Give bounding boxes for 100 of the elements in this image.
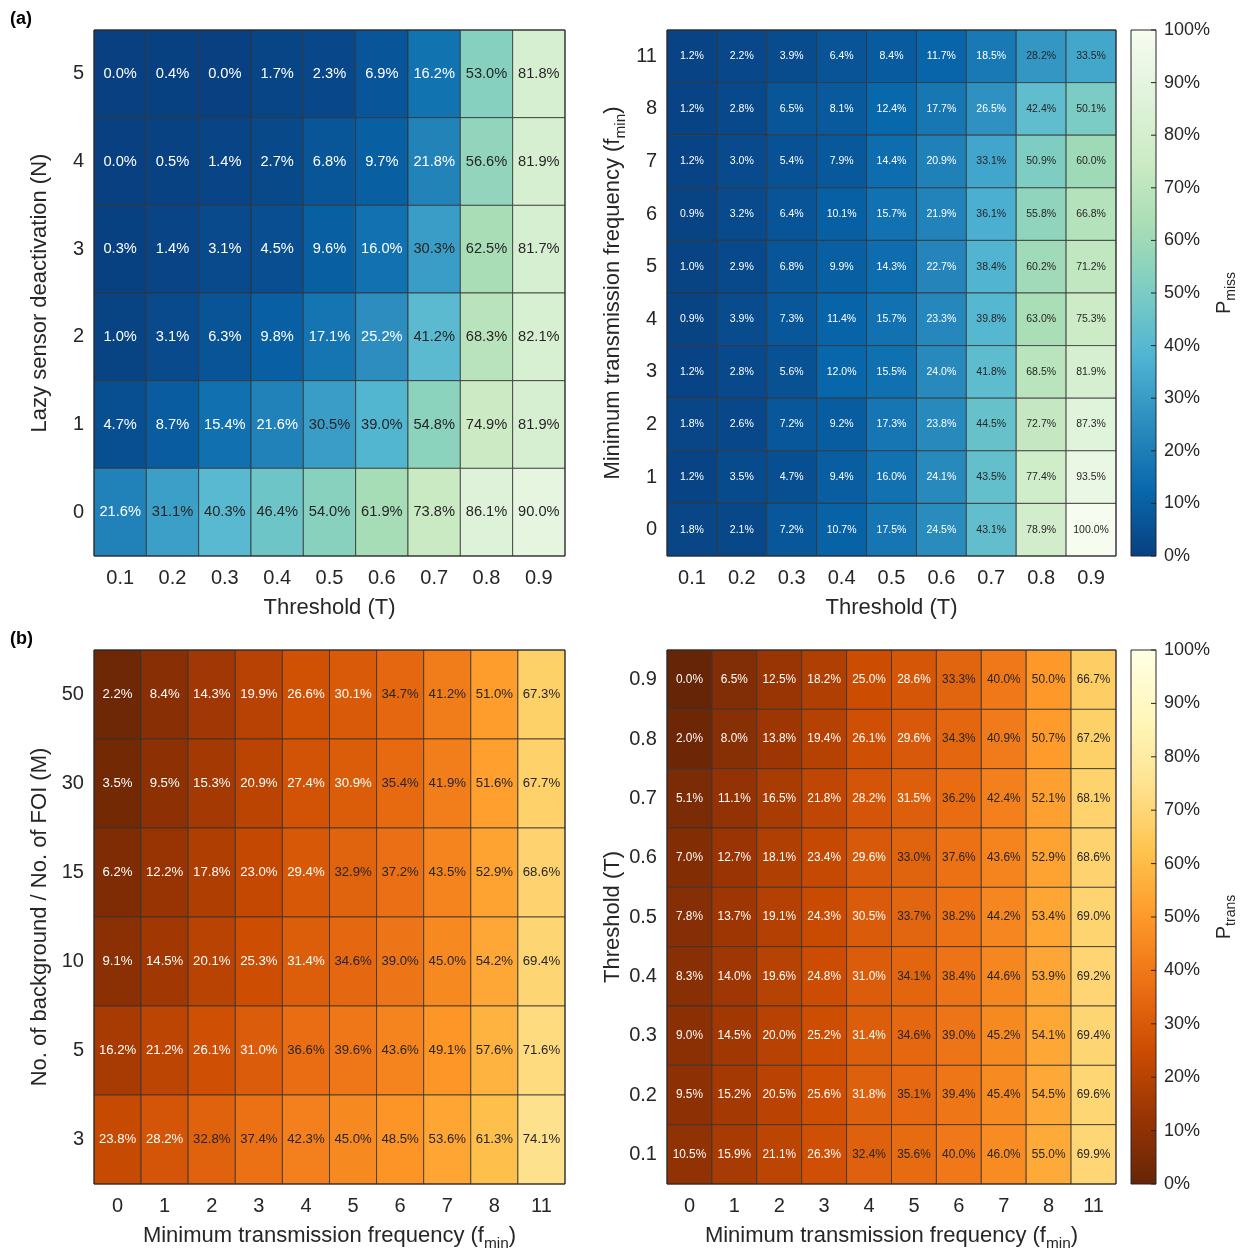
data-label: 5.6% [779, 364, 804, 377]
x-tick-label: 0.2 [158, 565, 187, 588]
x-tick-label: 0.1 [678, 565, 706, 588]
data-label: 33.5% [1076, 49, 1106, 62]
data-label: 69.2% [1076, 968, 1111, 983]
data-label: 36.1% [976, 207, 1007, 219]
data-label: 13.7% [717, 909, 752, 924]
data-label: 16.5% [762, 790, 797, 805]
data-label: 6.5% [779, 101, 804, 114]
data-label: 57.6% [475, 1042, 514, 1058]
x-tick-label: 0.4 [263, 565, 292, 588]
color-bar-label: 60% [1164, 229, 1201, 250]
x-axis-title: Threshold (T) [825, 594, 958, 620]
data-label: 41.8% [976, 364, 1007, 377]
data-label: 60.0% [1076, 154, 1106, 167]
color-bar-label: 70% [1164, 176, 1201, 197]
data-label: 50.7% [1031, 731, 1066, 746]
data-label: 0.9% [679, 312, 704, 325]
data-label: 12.2% [145, 864, 184, 880]
x-tick-label: 0.6 [927, 565, 956, 588]
data-label: 46.4% [256, 503, 298, 520]
data-label: 14.3% [193, 686, 231, 702]
data-label: 17.1% [308, 327, 351, 344]
data-label: 5.4% [779, 154, 804, 167]
data-label: 16.2% [98, 1042, 137, 1058]
data-label: 25.2% [361, 327, 403, 344]
y-tick-label: 5 [72, 1038, 84, 1061]
data-label: 39.0% [361, 415, 403, 432]
data-label: 19.4% [807, 731, 842, 746]
data-label: 15.3% [193, 775, 231, 791]
data-label: 7.2% [779, 417, 804, 430]
data-label: 38.2% [942, 909, 977, 924]
data-label: 74.1% [522, 1131, 561, 1147]
data-label: 2.3% [312, 64, 347, 81]
data-label: 7.8% [675, 909, 704, 924]
data-label: 39.0% [381, 953, 420, 969]
data-label: 8.0% [720, 731, 749, 746]
data-label: 81.9% [1076, 364, 1106, 377]
data-label: 21.9% [926, 207, 957, 219]
data-label: 7.3% [779, 312, 804, 325]
data-label: 1.2% [679, 470, 704, 482]
data-label: 8.4% [879, 49, 904, 62]
data-label: 3.5% [729, 470, 754, 482]
data-label: 53.9% [1031, 968, 1066, 983]
data-label: 19.6% [762, 968, 797, 983]
data-label: 0.3% [103, 240, 137, 257]
data-label: 40.0% [942, 1146, 977, 1161]
y-tick-label: 4 [645, 306, 657, 329]
data-label: 0.0% [103, 152, 137, 169]
x-tick-label: 0.2 [727, 565, 756, 588]
y-tick-label: 0 [645, 517, 657, 540]
data-label: 50.1% [1076, 101, 1106, 114]
data-label: 2.2% [102, 686, 133, 702]
x-tick-label: 4 [863, 1193, 875, 1216]
y-tick-label: 0 [72, 499, 84, 522]
data-label: 87.3% [1076, 417, 1106, 430]
data-label: 2.2% [729, 49, 754, 62]
data-label: 20.5% [762, 1087, 797, 1102]
data-label: 39.6% [334, 1042, 373, 1058]
data-label: 24.1% [926, 470, 957, 482]
data-label: 71.6% [522, 1042, 561, 1058]
data-label: 25.2% [807, 1027, 842, 1042]
data-label: 23.3% [926, 312, 957, 325]
data-label: 28.2% [1026, 49, 1057, 62]
y-tick-label: 0.1 [629, 1141, 657, 1164]
data-label: 15.9% [717, 1146, 752, 1161]
data-label: 45.2% [986, 1027, 1022, 1042]
data-label: 7.0% [675, 849, 704, 864]
data-label: 18.2% [807, 671, 842, 686]
data-label: 52.9% [475, 864, 514, 880]
x-tick-label: 11 [531, 1193, 552, 1216]
data-label: 14.5% [145, 953, 184, 969]
data-label: 4.5% [260, 240, 294, 257]
data-label: 21.8% [807, 790, 842, 805]
data-label: 53.6% [428, 1131, 467, 1147]
x-tick-label: 0.5 [877, 565, 906, 588]
data-label: 34.3% [942, 731, 977, 746]
data-label: 30.9% [334, 775, 373, 791]
data-label: 26.3% [807, 1146, 842, 1161]
data-label: 37.2% [381, 864, 420, 880]
data-label: 0.0% [675, 671, 704, 686]
y-tick-label: 2 [645, 412, 657, 435]
data-label: 9.2% [829, 417, 854, 430]
data-label: 44.5% [976, 417, 1007, 430]
data-label: 22.7% [926, 259, 957, 272]
data-label: 42.3% [287, 1131, 325, 1147]
data-label: 34.6% [897, 1027, 932, 1042]
data-label: 75.3% [1076, 312, 1106, 325]
y-tick-label: 15 [61, 860, 84, 883]
data-label: 0.5% [155, 152, 190, 169]
data-label: 25.6% [807, 1087, 842, 1102]
data-label: 54.8% [413, 415, 455, 432]
data-label: 4.7% [779, 470, 804, 482]
data-label: 2.9% [729, 259, 754, 272]
data-label: 6.2% [102, 864, 133, 880]
y-tick-label: 5 [645, 254, 657, 277]
x-tick-label: 0.4 [827, 565, 856, 588]
data-label: 13.8% [762, 731, 797, 746]
x-tick-label: 7 [441, 1193, 453, 1216]
color-bar-label: 40% [1164, 959, 1201, 980]
